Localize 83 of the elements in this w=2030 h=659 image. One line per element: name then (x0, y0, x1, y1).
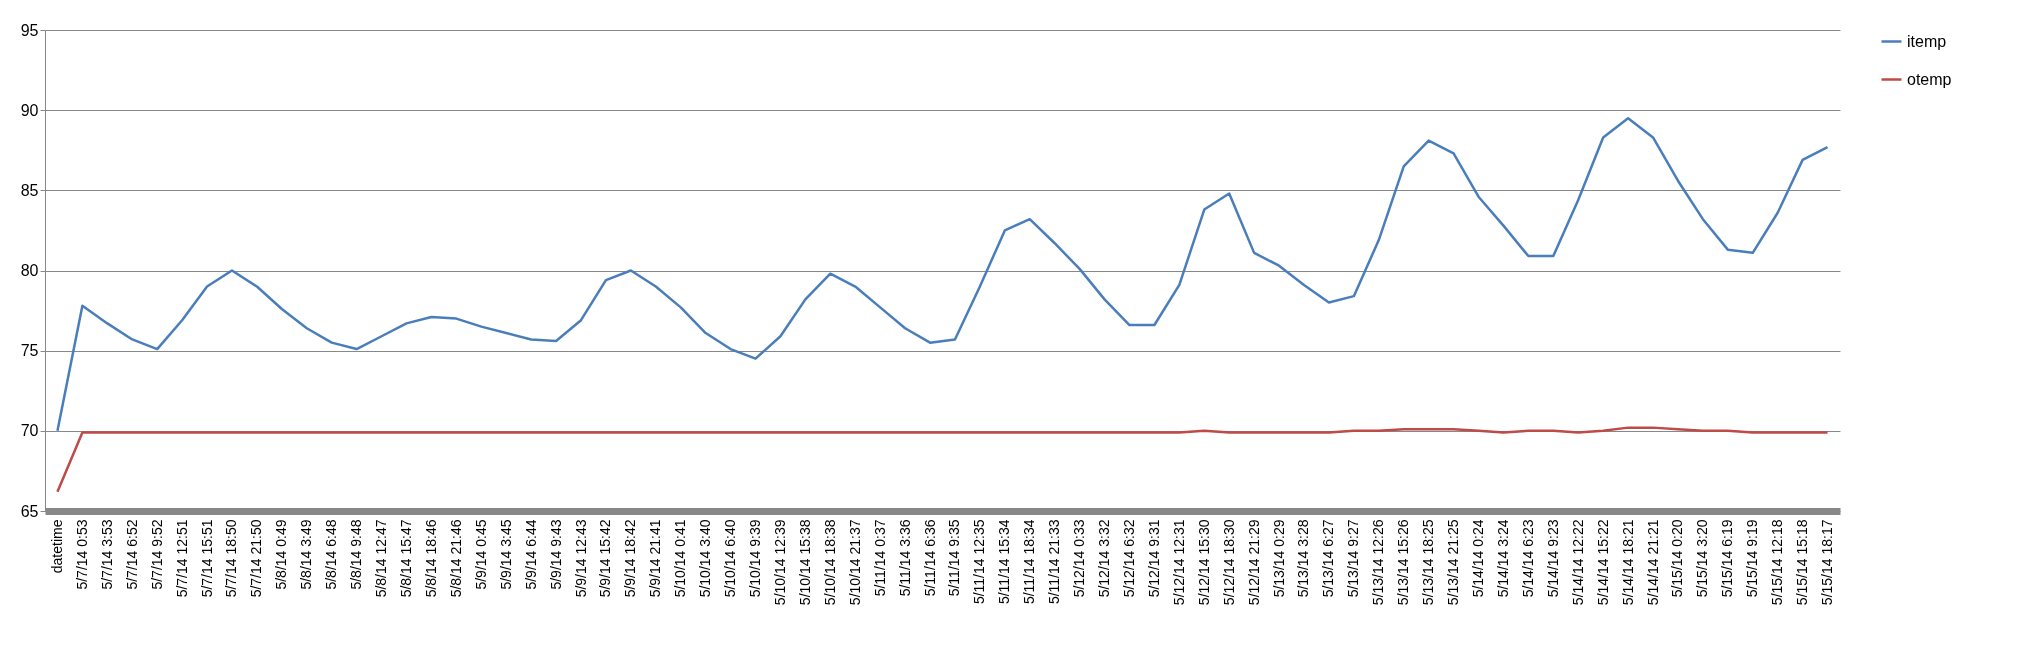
x-tick-label: 5/12/14 12:31 (1170, 519, 1187, 606)
legend-label: itemp (1907, 32, 1947, 50)
x-tick-label: 5/14/14 3:24 (1494, 519, 1511, 598)
x-tick-label: 5/14/14 0:24 (1470, 519, 1487, 598)
x-tick-label: 5/11/14 18:34 (1021, 519, 1038, 605)
x-tick-label: 5/14/14 6:23 (1519, 519, 1536, 598)
y-tick-label: 90 (20, 101, 39, 119)
x-tick-label: 5/9/14 21:41 (647, 519, 664, 598)
x-tick-label: 5/8/14 3:49 (298, 519, 315, 590)
x-tick-label: 5/12/14 3:32 (1096, 519, 1113, 598)
x-tick-label: 5/15/14 18:17 (1819, 519, 1836, 606)
x-tick-label: 5/7/14 12:51 (173, 519, 190, 598)
x-tick-label: 5/14/14 15:22 (1594, 519, 1611, 606)
x-tick-label: 5/13/14 3:28 (1295, 519, 1312, 598)
x-tick-label: datetime (48, 519, 65, 574)
x-tick-label: 5/10/14 15:38 (796, 519, 813, 606)
y-tick-label: 75 (20, 342, 39, 360)
x-tick-label: 5/8/14 6:48 (323, 519, 340, 590)
x-tick-label: 5/13/14 9:27 (1345, 519, 1362, 598)
x-tick-label: 5/11/14 21:33 (1046, 519, 1063, 605)
y-tick-label: 65 (20, 502, 39, 520)
x-tick-label: 5/14/14 12:22 (1569, 519, 1586, 606)
x-tick-label: 5/12/14 0:33 (1071, 519, 1088, 598)
x-tick-label: 5/8/14 9:48 (348, 519, 365, 590)
x-tick-label: 5/12/14 9:31 (1145, 519, 1162, 598)
x-tick-label: 5/12/14 6:32 (1120, 519, 1137, 598)
x-tick-label: 5/15/14 12:18 (1769, 519, 1786, 606)
y-tick-label: 70 (20, 422, 39, 440)
y-tick-label: 95 (20, 21, 39, 39)
x-tick-label: 5/15/14 0:20 (1669, 519, 1686, 598)
x-tick-label: 5/13/14 0:29 (1270, 519, 1287, 598)
x-tick-label: 5/9/14 6:44 (522, 519, 539, 590)
x-tick-label: 5/7/14 21:50 (248, 519, 265, 598)
x-tick-label: 5/15/14 3:20 (1694, 519, 1711, 598)
x-tick-label: 5/13/14 12:26 (1370, 519, 1387, 606)
x-tick-label: 5/9/14 3:45 (497, 519, 514, 590)
line-series (56, 116, 1829, 433)
x-tick-label: 5/7/14 15:51 (198, 519, 215, 598)
x-tick-label: 5/9/14 0:45 (472, 519, 489, 590)
x-tick-label: 5/13/14 18:25 (1420, 519, 1437, 606)
x-tick-label: 5/10/14 12:39 (771, 519, 788, 606)
x-tick-label: 5/10/14 21:37 (846, 519, 863, 606)
x-tick-label: 5/15/14 15:18 (1794, 519, 1811, 606)
x-tick-label: 5/10/14 18:38 (821, 519, 838, 606)
x-tick-label: 5/11/14 9:35 (946, 519, 963, 597)
x-tick-label: 5/11/14 12:35 (971, 519, 988, 605)
x-tick-label: 5/11/14 0:37 (871, 519, 888, 597)
x-tick-label: 5/15/14 6:19 (1719, 519, 1736, 598)
x-tick-label: 5/12/14 21:29 (1245, 519, 1262, 606)
y-tick-label: 85 (20, 181, 39, 199)
x-tick-label: 5/8/14 12:47 (373, 519, 390, 598)
legend-label: otemp (1907, 70, 1952, 88)
y-tick-label: 80 (20, 262, 39, 279)
x-tick-label: 5/9/14 18:42 (622, 519, 639, 598)
line-series (56, 426, 1829, 494)
x-tick-label: 5/12/14 18:30 (1220, 519, 1237, 606)
x-tick-label: 5/11/14 15:34 (996, 519, 1013, 605)
x-tick-label: 5/10/14 6:40 (722, 519, 739, 598)
x-tick-label: 5/7/14 3:53 (98, 519, 115, 590)
x-tick-label: 5/12/14 15:30 (1195, 519, 1212, 606)
x-tick-label: 5/14/14 9:23 (1544, 519, 1561, 598)
x-tick-label: 5/10/14 3:40 (697, 519, 714, 598)
x-tick-label: 5/8/14 21:46 (447, 519, 464, 598)
x-tick-label: 5/7/14 6:52 (123, 519, 140, 590)
x-tick-label: 5/10/14 9:39 (747, 519, 764, 598)
x-tick-label: 5/11/14 3:36 (896, 519, 913, 597)
x-tick-label: 5/7/14 9:52 (148, 519, 165, 590)
x-tick-label: 5/7/14 0:53 (73, 519, 90, 590)
x-tick-label: 5/13/14 21:25 (1445, 519, 1462, 606)
x-tick-label: 5/13/14 15:26 (1395, 519, 1412, 606)
x-tick-label: 5/8/14 0:49 (273, 519, 290, 590)
x-tick-label: 5/8/14 18:46 (422, 519, 439, 598)
x-tick-label: 5/14/14 21:21 (1644, 519, 1661, 606)
x-tick-label: 5/9/14 9:43 (547, 519, 564, 590)
x-tick-label: 5/10/14 0:41 (672, 519, 689, 598)
x-tick-label: 5/9/14 15:42 (597, 519, 614, 598)
x-tick-label: 5/13/14 6:27 (1320, 519, 1337, 598)
x-tick-label: 5/9/14 12:43 (572, 519, 589, 598)
x-tick-label: 5/14/14 18:21 (1619, 519, 1636, 606)
x-tick-label: 5/11/14 6:36 (921, 519, 938, 597)
x-tick-label: 5/15/14 9:19 (1744, 519, 1761, 598)
x-tick-label: 5/8/14 15:47 (397, 519, 414, 598)
x-tick-label: 5/7/14 18:50 (223, 519, 240, 598)
